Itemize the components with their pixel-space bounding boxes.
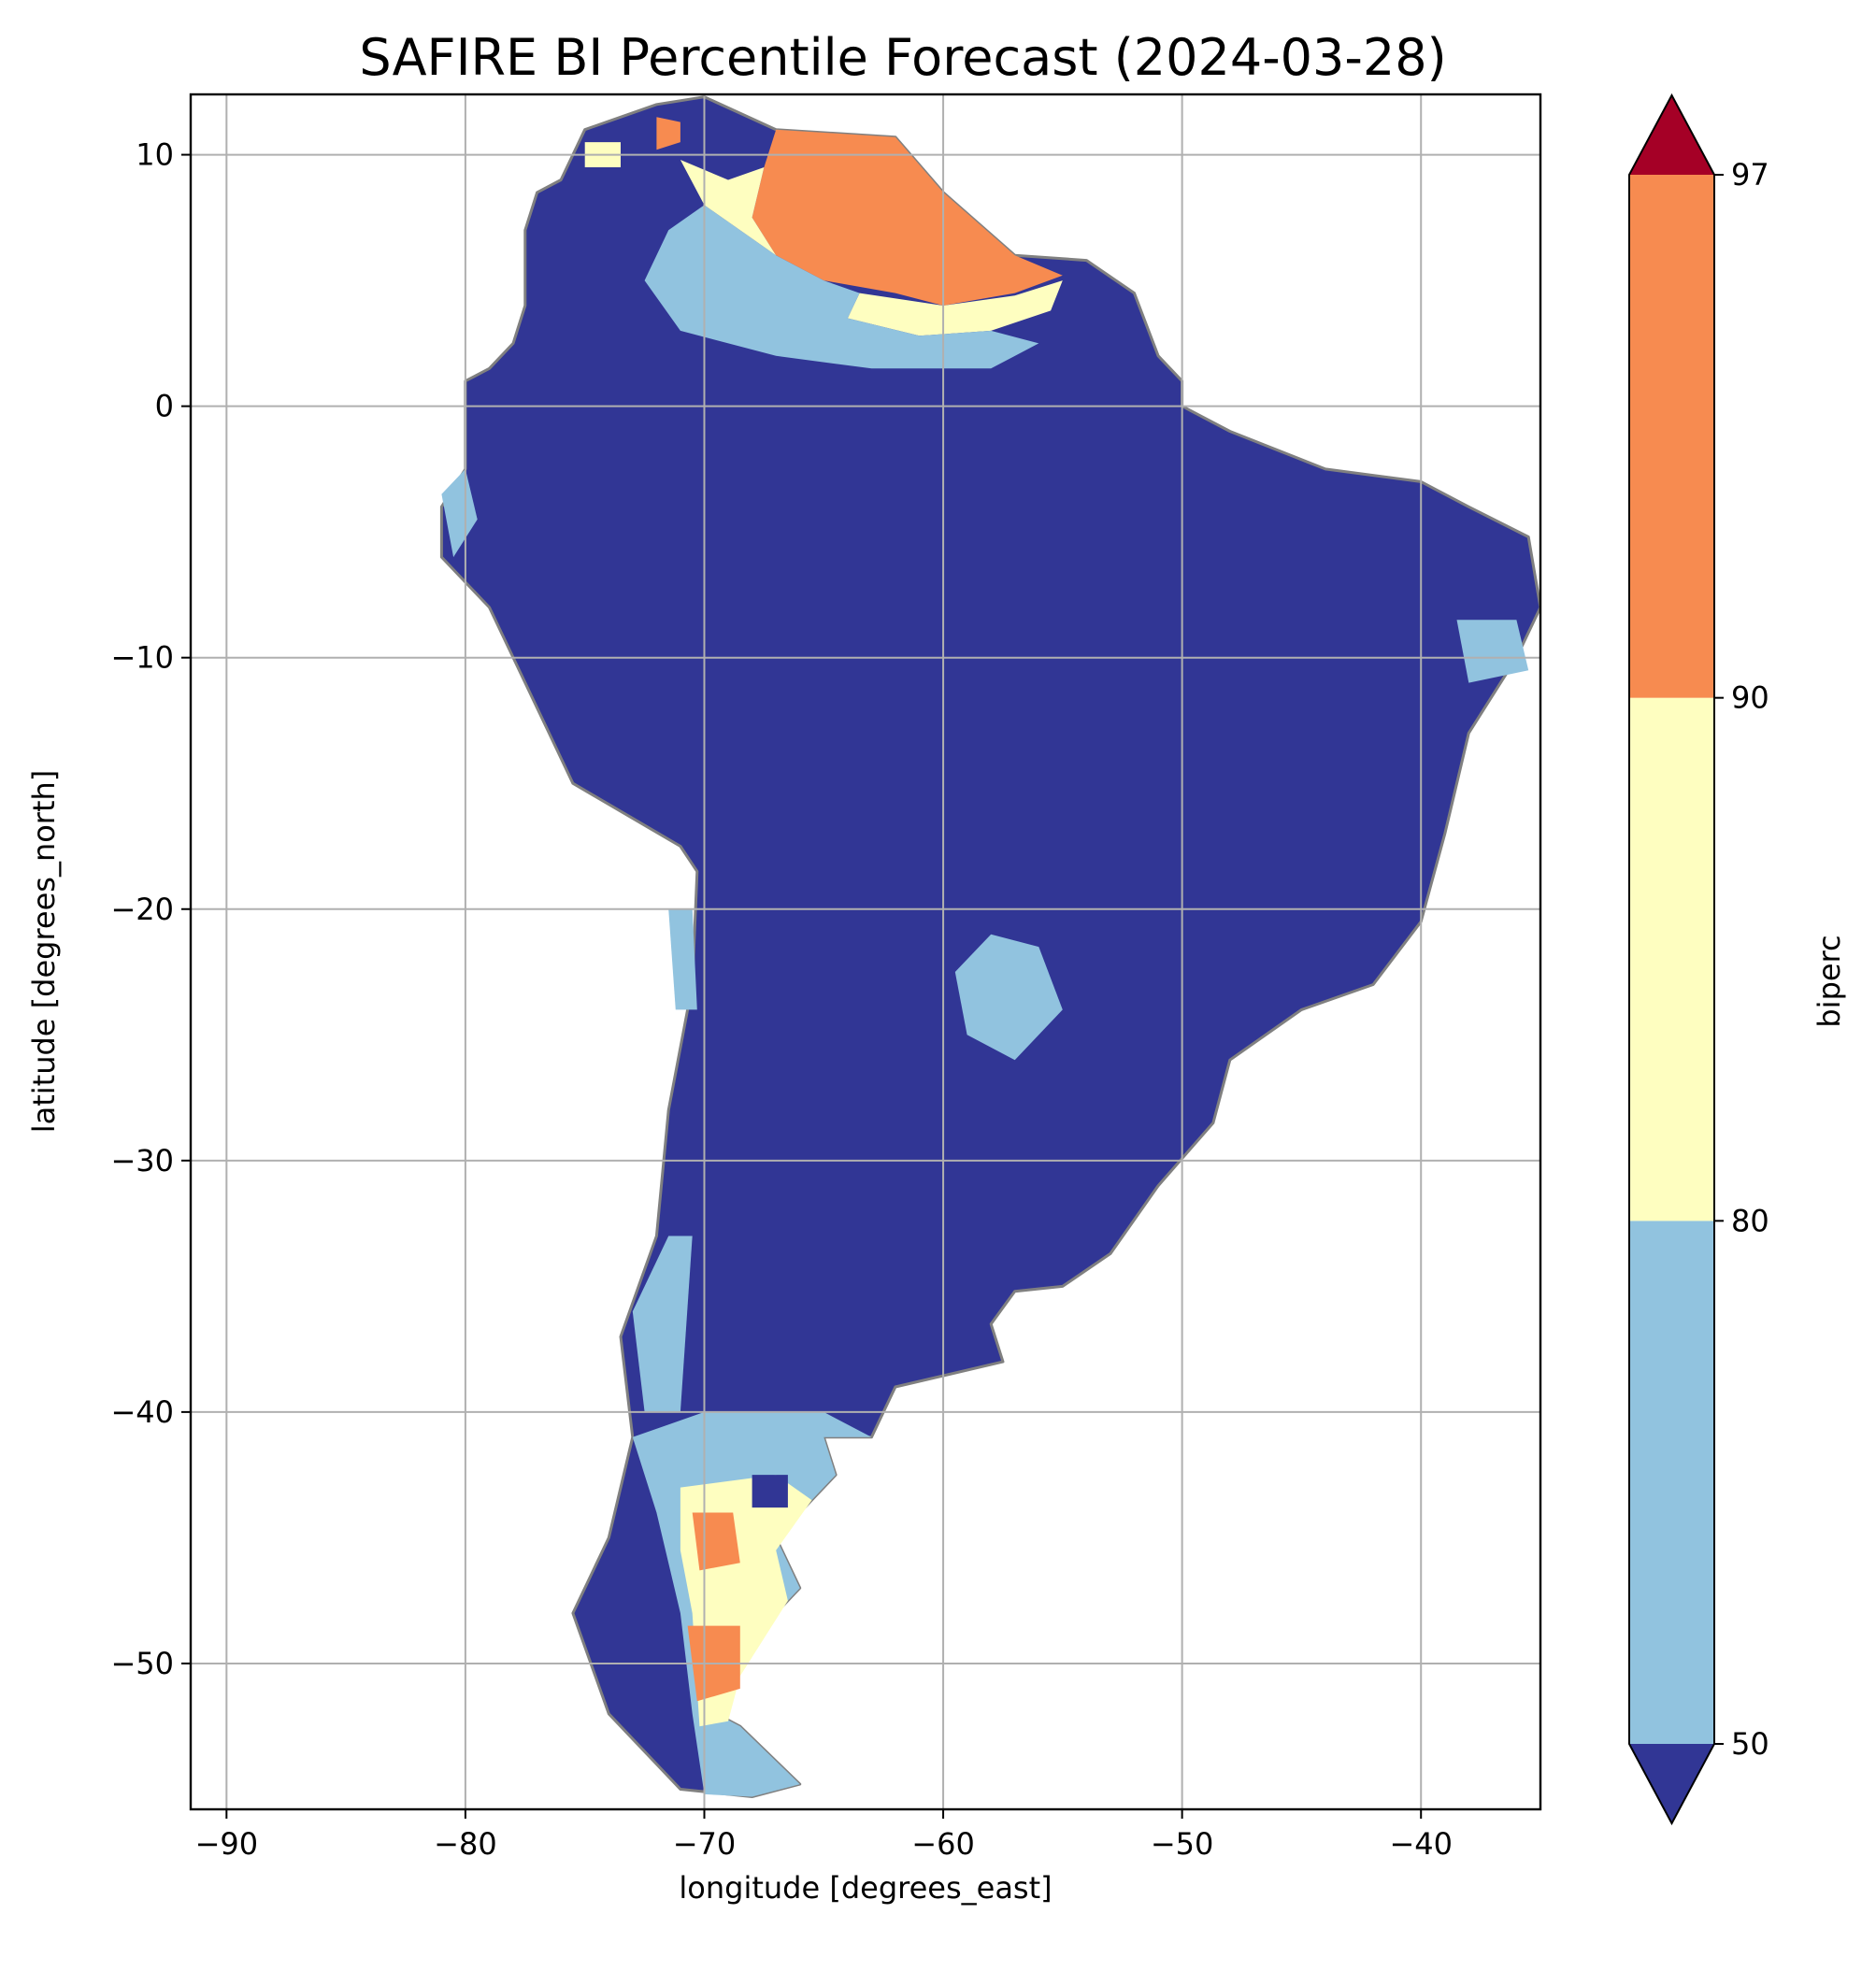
region-class-3: [692, 1512, 740, 1571]
region-class-0: [752, 1475, 788, 1508]
y-tick-label: 0: [155, 389, 174, 424]
colorbar-extend-high: [1629, 95, 1714, 175]
x-tick-label: −40: [1389, 1826, 1453, 1862]
y-tick-label: −10: [110, 640, 174, 676]
colorbar-bin: [1629, 175, 1714, 698]
colorbar-tick-label: 50: [1731, 1726, 1769, 1762]
region-class-1: [1456, 620, 1529, 683]
map-title: SAFIRE BI Percentile Forecast (2024-03-2…: [359, 28, 1446, 87]
colorbar-tick-label: 90: [1731, 680, 1769, 716]
map-frame: [189, 93, 1542, 1811]
y-axis-ticks: 10 0 −10 −20 −30 −40 −50: [110, 137, 191, 1681]
y-tick-label: −40: [110, 1394, 174, 1430]
y-tick-label: −50: [110, 1646, 174, 1681]
y-tick-label: −20: [110, 892, 174, 927]
region-class-1: [644, 205, 1039, 369]
x-axis-label: longitude [degrees_east]: [679, 1870, 1052, 1906]
x-tick-label: −60: [911, 1826, 975, 1862]
x-tick-label: −70: [673, 1826, 737, 1862]
x-axis-ticks: −90 −80 −70 −60 −50 −40: [195, 1809, 1453, 1862]
x-tick-label: −50: [1151, 1826, 1214, 1862]
y-tick-label: 10: [136, 137, 174, 173]
region-class-1: [668, 908, 697, 1010]
region-class-3: [752, 129, 1063, 306]
region-class-3: [656, 117, 680, 150]
region-class-1: [954, 934, 1063, 1061]
x-tick-label: −90: [195, 1826, 259, 1862]
y-tick-label: −30: [110, 1143, 174, 1178]
region-class-1: [441, 468, 478, 558]
map-panel: −90 −80 −70 −60 −50 −40 10 0 −10 −20 −30 −40 −50: [110, 93, 1542, 1862]
y-axis-label: latitude [degrees_north]: [26, 770, 62, 1134]
colorbar-extend-low: [1629, 1744, 1714, 1823]
colorbar-tick-label: 80: [1731, 1203, 1769, 1238]
colorbar-bin: [1629, 1221, 1714, 1744]
colorbar-label: biperc: [1812, 935, 1847, 1027]
colorbar-tick-label: 97: [1731, 157, 1769, 193]
region-class-2: [847, 280, 1063, 336]
colorbar-bin: [1629, 697, 1714, 1221]
colorbar: 50 80 90 97: [1628, 93, 1769, 1826]
x-tick-label: −80: [434, 1826, 497, 1862]
gridlines: [191, 94, 1540, 1809]
region-class-1: [632, 1235, 693, 1412]
